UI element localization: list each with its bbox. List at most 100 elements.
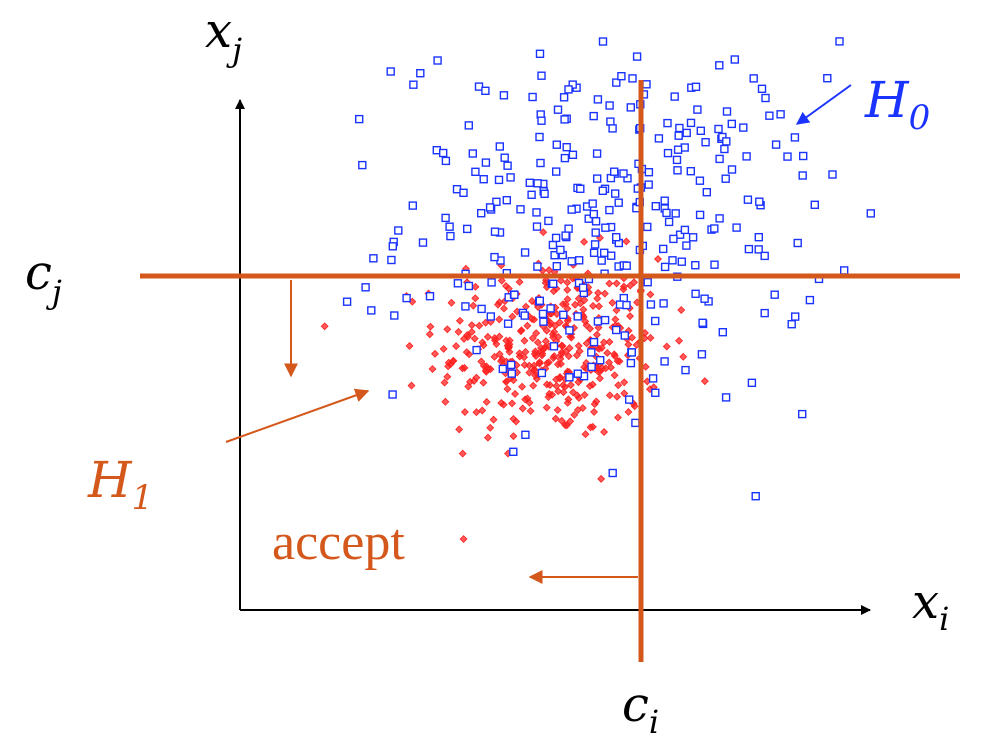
h1-point: [600, 428, 609, 436]
h0-point: [559, 310, 568, 319]
h1-point: [589, 301, 598, 310]
h1-point: [483, 332, 492, 341]
h0-point: [472, 345, 481, 355]
h1-point: [523, 321, 532, 330]
h0-point: [533, 179, 542, 188]
h0-point: [477, 304, 486, 314]
h0-point: [588, 199, 597, 208]
h1-point: [624, 340, 633, 349]
h1-point: [441, 397, 450, 406]
h1-point: [679, 352, 688, 361]
h1-point: [467, 327, 476, 336]
h0-point: [644, 167, 654, 177]
h1-point: [595, 302, 603, 311]
h0-point: [761, 93, 770, 103]
h1-point: [597, 474, 606, 483]
h1-point: [594, 323, 603, 332]
h0-point: [668, 256, 677, 265]
h0-point: [394, 226, 403, 235]
h0-point: [589, 209, 598, 219]
h0-point: [544, 216, 553, 226]
h0-point: [361, 283, 370, 292]
h0-point: [535, 49, 545, 58]
h1-point: [528, 297, 537, 305]
h1-point: [532, 351, 540, 360]
h0-point: [693, 105, 702, 114]
h1-point: [593, 294, 602, 303]
h1-point: [555, 318, 564, 327]
h1-point: [452, 342, 461, 351]
h1-point: [523, 394, 532, 403]
h1-point: [511, 389, 520, 398]
h0-point: [659, 244, 668, 254]
h0-point: [607, 251, 616, 260]
h1-point: [470, 334, 479, 343]
h1-point: [605, 358, 614, 367]
h1-point: [561, 347, 570, 356]
h0-point: [509, 447, 518, 456]
h0-point: [553, 105, 563, 114]
h1-point: [471, 282, 480, 291]
h1-point: [486, 423, 495, 432]
h0-point: [627, 348, 636, 357]
h1-point: [556, 276, 565, 285]
h0-point: [625, 395, 634, 404]
h0-point: [828, 170, 837, 179]
h0-point: [367, 306, 376, 315]
h0-point: [670, 92, 679, 101]
h1-point: [566, 381, 575, 389]
h1-point: [454, 327, 463, 336]
h1-point: [605, 391, 614, 400]
h0-point: [592, 149, 602, 158]
h1-point: [503, 341, 512, 350]
h0-point: [369, 254, 378, 263]
h1-point: [532, 329, 541, 338]
h1-point: [471, 294, 480, 303]
h0-point: [464, 281, 474, 291]
h1-point: [675, 336, 684, 345]
h1-point: [554, 387, 563, 396]
h0-point: [490, 252, 499, 262]
h0-point: [565, 326, 574, 335]
h1-point: [580, 363, 589, 372]
h0-point: [453, 279, 463, 288]
h1-point: [624, 407, 633, 416]
h1-point: [525, 368, 534, 377]
h0-point: [696, 126, 705, 136]
h0-point: [536, 158, 545, 168]
h1-point: [543, 359, 552, 368]
h1-point: [440, 378, 449, 387]
h1-point: [628, 333, 637, 342]
h0-point: [612, 232, 621, 242]
h0-point: [760, 251, 769, 261]
h0-point: [562, 142, 571, 152]
h0-point: [565, 373, 574, 382]
h0-point: [590, 240, 600, 249]
h1-point: [611, 315, 620, 324]
h1-point: [439, 344, 448, 353]
h0-point: [459, 188, 468, 198]
h1-point: [482, 398, 491, 406]
h1-point: [570, 410, 579, 419]
h0-point: [619, 169, 628, 178]
h0-point: [660, 196, 669, 205]
h1-point: [469, 301, 478, 310]
h1-point: [619, 282, 628, 291]
h0-point: [643, 278, 652, 287]
h0-point: [626, 358, 636, 368]
h0-point: [612, 325, 621, 335]
h0-point: [490, 227, 500, 236]
h1-point: [566, 417, 575, 426]
h0-point: [790, 133, 800, 142]
h1-point: [531, 371, 540, 380]
h0-point: [520, 311, 529, 320]
h0-point: [739, 123, 748, 132]
h1-point: [613, 392, 622, 401]
accept-label: accept: [272, 514, 405, 571]
h0-point: [697, 350, 707, 359]
h0-point: [730, 55, 739, 64]
h0-point: [688, 233, 698, 242]
h1-point: [521, 347, 530, 356]
h1-point: [470, 376, 478, 385]
h1-point: [503, 385, 512, 393]
